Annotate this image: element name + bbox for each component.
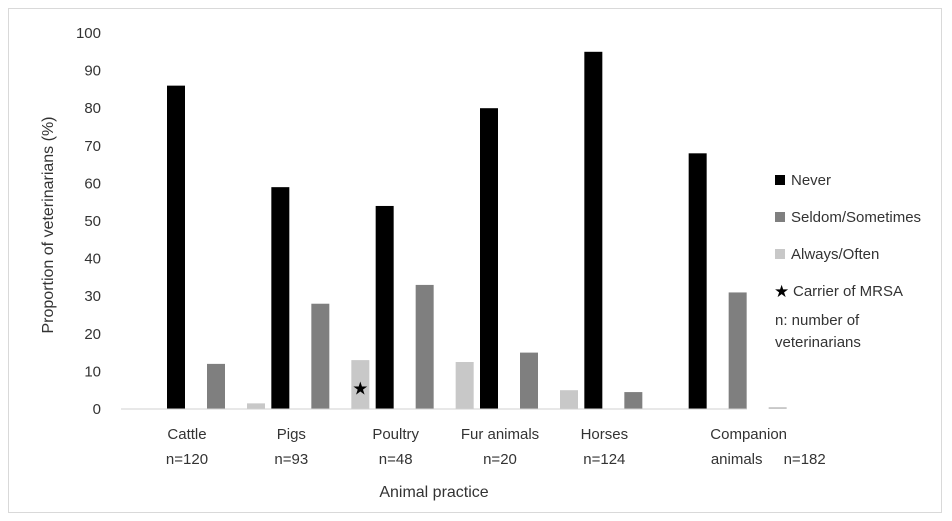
- y-tick-label-90: 90: [84, 63, 101, 80]
- bar-horses-never: [584, 51, 603, 410]
- bar-companion-animals-seldom-sometimes: [728, 292, 747, 409]
- y-tick-label-30: 30: [84, 288, 101, 305]
- y-tick-label-20: 20: [84, 326, 101, 343]
- x-tick-n-pigs: n=93: [274, 451, 308, 468]
- y-axis: 0 10 20 30 40 50 60 70 80 90 100: [76, 25, 101, 418]
- x-tick-n-poultry: n=48: [379, 451, 413, 468]
- y-tick-label-60: 60: [84, 175, 101, 192]
- bar-companion-animals-never: [688, 153, 707, 409]
- bar-cattle-seldom-sometimes: [207, 363, 225, 409]
- legend-note-line-1: n: number of: [775, 312, 860, 329]
- x-axis: Cattle n=120 Pigs n=93 Poultry n=48 Fur animal…: [166, 426, 826, 468]
- legend-label-carrier-of-mrsa: Carrier of MRSA: [793, 283, 903, 300]
- x-tick-label-companion-animals: Companion: [710, 426, 787, 443]
- bar-pigs-always-often: [351, 360, 370, 409]
- bar-pigs-never: [271, 187, 290, 409]
- legend-label-never: Never: [791, 172, 831, 189]
- legend: Never Seldom/Sometimes Always/Often ★ Carrie…: [774, 172, 921, 351]
- legend-label-seldom-sometimes: Seldom/Sometimes: [791, 209, 921, 226]
- bar-fur-animals-always-often: [560, 390, 578, 409]
- bar-companion-animals-always-often: [768, 407, 787, 409]
- bar-poultry-always-often: [455, 362, 474, 409]
- bar-pigs-seldom-sometimes: [311, 303, 330, 409]
- y-tick-label-70: 70: [84, 138, 101, 155]
- y-tick-label-10: 10: [84, 363, 101, 380]
- x-axis-label: Animal practice: [379, 484, 488, 501]
- legend-swatch-seldom-sometimes: [775, 212, 785, 222]
- bar-chart: 0 10 20 30 40 50 60 70 80 90 100 ★ Cattle n=120 Pigs…: [40, 25, 921, 501]
- bar-horses-seldom-sometimes: [624, 392, 643, 409]
- bar-cattle-never: [167, 85, 185, 409]
- mrsa-star-marker: ★: [352, 378, 368, 398]
- y-tick-label-80: 80: [84, 100, 101, 117]
- legend-star-icon: ★: [774, 282, 789, 301]
- y-tick-label-50: 50: [84, 213, 101, 230]
- x-tick-label-pigs: Pigs: [277, 426, 306, 443]
- legend-label-always-often: Always/Often: [791, 246, 879, 263]
- x-tick-n-cattle: n=120: [166, 451, 208, 468]
- bar-poultry-never: [375, 205, 394, 409]
- y-tick-label-100: 100: [76, 25, 101, 42]
- x-tick-n-fur-animals: n=20: [483, 451, 517, 468]
- x-tick-label-fur-animals: Fur animals: [461, 426, 539, 443]
- chart-frame: 0 10 20 30 40 50 60 70 80 90 100 ★ Cattle n=120 Pigs…: [8, 8, 942, 513]
- y-tick-label-0: 0: [93, 401, 101, 418]
- x-tick-n-horses: n=124: [583, 451, 625, 468]
- legend-note-line-2: veterinarians: [775, 334, 861, 351]
- bars: ★: [167, 51, 787, 410]
- bar-fur-animals-seldom-sometimes: [520, 352, 538, 409]
- y-tick-label-40: 40: [84, 251, 101, 268]
- bar-fur-animals-never: [480, 108, 498, 409]
- x-tick-n-companion-animals: n=182: [784, 451, 826, 468]
- bar-poultry-seldom-sometimes: [415, 284, 434, 409]
- x-tick-label-companion-animals-line2: animals: [711, 451, 763, 468]
- x-tick-label-poultry: Poultry: [372, 426, 419, 443]
- x-tick-label-cattle: Cattle: [167, 426, 206, 443]
- legend-swatch-never: [775, 175, 785, 185]
- bar-cattle-always-often: [247, 403, 265, 409]
- legend-swatch-always-often: [775, 249, 785, 259]
- y-axis-label: Proportion of veterinarians (%): [40, 117, 57, 334]
- x-tick-label-horses: Horses: [581, 426, 629, 443]
